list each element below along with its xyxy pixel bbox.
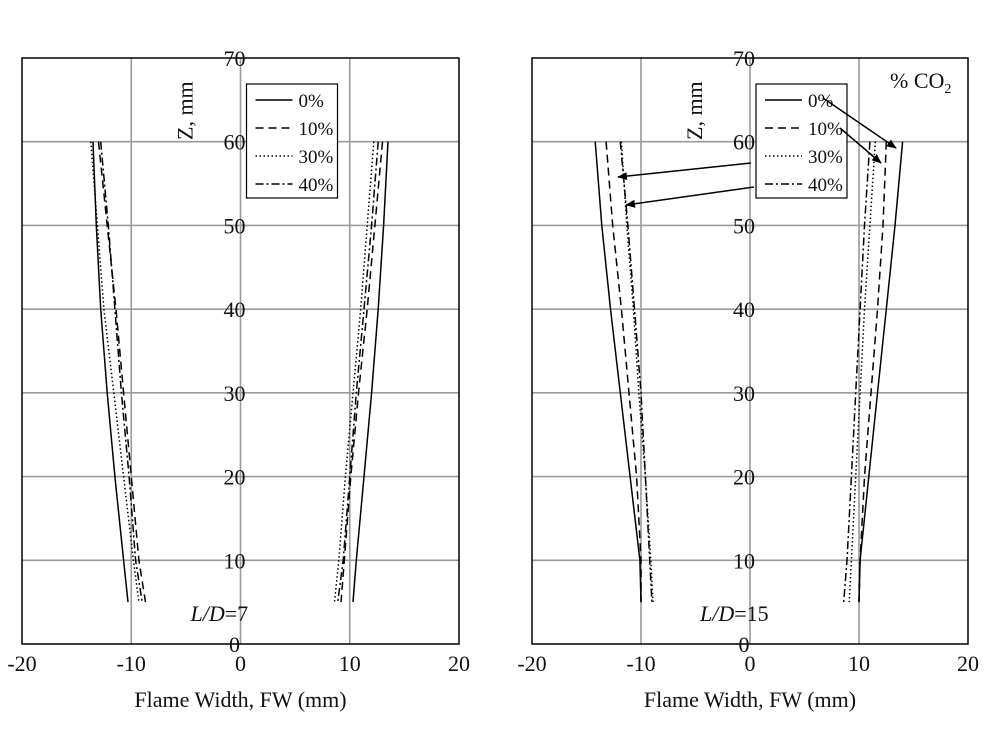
legend-label: 40% xyxy=(299,175,334,196)
flame-width-curves xyxy=(90,141,389,603)
legend-title: % CO2 xyxy=(890,68,951,97)
legend-title-text: % CO xyxy=(890,68,944,93)
x-tick-label: 10 xyxy=(339,651,361,676)
y-tick-label: 20 xyxy=(733,465,755,490)
y-axis-label: Z, mm xyxy=(682,81,707,140)
y-tick-label: 40 xyxy=(733,297,755,322)
x-tick-label: 0 xyxy=(745,651,756,676)
x-tick-label: 10 xyxy=(848,651,870,676)
y-tick-label: 30 xyxy=(224,381,246,406)
legend-label: 40% xyxy=(808,175,843,196)
series-dotted-left-curve xyxy=(90,141,140,603)
x-axis-label: Flame Width, FW (mm) xyxy=(644,687,856,712)
annotation-arrows xyxy=(617,97,897,208)
series-dashdot-left-curve xyxy=(619,141,653,603)
y-tick-label: 40 xyxy=(224,297,246,322)
y-tick-label: 50 xyxy=(224,213,246,238)
y-tick-label: 70 xyxy=(224,46,246,71)
series-solid-left-curve xyxy=(594,141,642,603)
legend-box xyxy=(245,83,339,199)
y-tick-label: 70 xyxy=(733,46,755,71)
ld-annotation: L/D=15 xyxy=(699,601,769,626)
legend-label: 30% xyxy=(808,147,843,168)
y-tick-label: 60 xyxy=(224,130,246,155)
series-dashdot-left-curve xyxy=(99,141,143,603)
legend: 0% 10% 30% 40% xyxy=(245,83,339,199)
annotation-arrow xyxy=(839,127,882,164)
x-tick-label: -20 xyxy=(517,651,546,676)
annotation-value: =15 xyxy=(734,601,768,626)
series-dashdot-right-curve xyxy=(842,141,871,603)
legend-title-subscript: 2 xyxy=(944,82,951,97)
legend-box xyxy=(755,83,848,199)
series-dashed-left-curve xyxy=(605,141,642,603)
y-tick-label: 10 xyxy=(733,548,755,573)
ld-annotation: L/D=7 xyxy=(190,601,249,626)
x-tick-label: 20 xyxy=(957,651,979,676)
y-tick-label: 0 xyxy=(229,632,240,657)
x-tick-labels: -20 -10 0 10 20 xyxy=(7,651,470,676)
series-dashed-left-curve xyxy=(97,141,147,603)
annotation-arrow xyxy=(822,97,897,149)
annotation-value: =7 xyxy=(225,601,248,626)
x-tick-label: -10 xyxy=(117,651,146,676)
x-tick-label: 0 xyxy=(235,651,246,676)
y-tick-label: 0 xyxy=(739,632,750,657)
series-dashed-right-curve xyxy=(340,141,384,603)
x-axis-label: Flame Width, FW (mm) xyxy=(134,687,346,712)
y-tick-labels: 0 10 20 30 40 50 60 70 xyxy=(733,46,755,657)
legend: 0% 10% 30% 40% xyxy=(755,83,848,199)
flame-width-curves xyxy=(594,141,904,603)
y-tick-label: 20 xyxy=(224,465,246,490)
legend-label: 0% xyxy=(299,91,325,112)
annotation-arrow xyxy=(625,186,755,208)
series-dashdot-right-curve xyxy=(336,141,379,603)
series-solid-left-curve xyxy=(92,141,129,603)
series-dotted-right-curve xyxy=(333,141,375,603)
x-tick-label: -20 xyxy=(7,651,36,676)
y-axis-label: Z, mm xyxy=(173,81,198,140)
annotation-arrow xyxy=(617,162,752,181)
series-solid-right-curve xyxy=(352,141,389,603)
legend-label: 30% xyxy=(299,147,334,168)
plot-frame xyxy=(531,57,969,645)
y-tick-label: 50 xyxy=(733,213,755,238)
series-dashed-right-curve xyxy=(858,141,888,603)
x-tick-labels: -20 -10 0 10 20 xyxy=(517,651,979,676)
x-tick-label: -10 xyxy=(626,651,655,676)
grid-lines xyxy=(22,58,459,644)
x-tick-label: 20 xyxy=(448,651,470,676)
y-tick-labels: 0 10 20 30 40 50 60 70 xyxy=(224,46,246,657)
legend-label: 0% xyxy=(808,91,834,112)
annotation-italic: L/D xyxy=(699,601,734,626)
legend-label: 10% xyxy=(299,119,334,140)
y-tick-label: 30 xyxy=(733,381,755,406)
y-tick-label: 10 xyxy=(224,548,246,573)
plot-frame xyxy=(21,57,460,645)
annotation-italic: L/D xyxy=(190,601,225,626)
legend-label: 10% xyxy=(808,119,843,140)
y-tick-label: 60 xyxy=(733,130,755,155)
